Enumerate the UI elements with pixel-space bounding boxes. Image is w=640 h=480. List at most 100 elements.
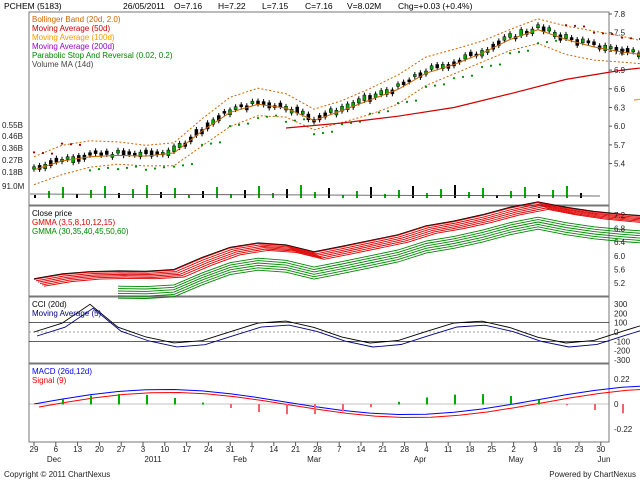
cci-tick-label: 100 xyxy=(614,319,628,328)
macd-tick-label: 0 xyxy=(614,400,619,409)
macd-histogram-bar xyxy=(622,404,624,414)
candle-body xyxy=(172,145,176,152)
macd-histogram-bar xyxy=(482,394,484,405)
candle-body xyxy=(233,106,238,110)
sar-dot xyxy=(200,143,204,146)
candle-body xyxy=(211,119,215,125)
sar-dot xyxy=(592,31,596,34)
volume-bar xyxy=(440,189,442,198)
price-legend-item: Moving Average (100d) xyxy=(32,33,115,42)
candle-body xyxy=(250,100,255,104)
volume-bar xyxy=(342,195,344,198)
macd-plot-layer xyxy=(29,385,640,419)
x-tick-label: 4 xyxy=(424,445,429,454)
price-tick-label: 5.4 xyxy=(614,160,626,169)
candle-body xyxy=(138,151,143,158)
candle-body xyxy=(362,94,367,101)
candle-body xyxy=(256,100,260,105)
price-tick-label: 7.2 xyxy=(614,47,626,56)
cci-tick-label: -200 xyxy=(614,347,631,356)
x-tick-label: 11 xyxy=(444,445,453,454)
price-plot-layer xyxy=(29,18,640,198)
sar-dot xyxy=(228,125,232,128)
volume-bar xyxy=(174,188,176,198)
gmma-long-line xyxy=(117,226,640,297)
candle-body xyxy=(121,150,126,157)
volume-bar xyxy=(34,195,36,198)
sar-dot xyxy=(545,40,549,44)
candle-body xyxy=(127,151,131,155)
gmma-close-line xyxy=(33,201,640,280)
header-symbol: PCHEM (5183) xyxy=(4,1,62,11)
candle-body xyxy=(217,115,221,122)
x-tick-label: 31 xyxy=(226,445,235,454)
sar-dot xyxy=(237,123,241,127)
macd-tick-label: -0.22 xyxy=(614,425,633,434)
sar-dot xyxy=(293,119,297,122)
x-month-label: Dec xyxy=(47,455,61,464)
sar-dot xyxy=(41,151,45,155)
sar-dot xyxy=(368,112,372,115)
sar-dot xyxy=(265,115,269,118)
gmma-long-line xyxy=(117,223,640,295)
candle-body xyxy=(385,89,389,95)
header-volume: V=8.02M xyxy=(347,1,381,11)
sar-dot xyxy=(349,121,353,125)
candle-body xyxy=(581,38,585,44)
sar-dot xyxy=(125,166,129,169)
candle-body xyxy=(222,111,227,114)
gmma-short-line xyxy=(33,202,640,280)
sar-dot xyxy=(433,84,437,87)
volume-bar xyxy=(356,191,358,198)
gmma-tick-label: 6.8 xyxy=(614,225,626,234)
candle-body xyxy=(88,152,92,156)
volume-bar xyxy=(468,192,470,198)
candle-body xyxy=(502,36,507,41)
bollinger-middle xyxy=(33,29,640,171)
macd-histogram-bar xyxy=(62,399,64,405)
sar-dot xyxy=(554,39,558,42)
candle-body xyxy=(592,41,596,45)
gmma-tick-label: 6.4 xyxy=(614,238,626,247)
candle-body xyxy=(401,81,406,86)
x-tick-label: 14 xyxy=(357,445,366,454)
macd-histogram-bar xyxy=(398,401,400,405)
volume-bar xyxy=(454,185,456,198)
cci-tick-label: 300 xyxy=(614,300,628,309)
price-legend-item: Bollinger Band (20d, 2.0) xyxy=(32,15,121,24)
candle-body xyxy=(396,83,400,87)
sar-dot xyxy=(340,123,344,126)
price-tick-label: 6.6 xyxy=(614,85,626,94)
sar-dot xyxy=(480,65,484,69)
price-tick-label: 7.8 xyxy=(614,10,626,19)
volume-bar xyxy=(188,195,190,198)
sar-dot xyxy=(88,169,92,172)
gmma-short-line xyxy=(43,208,640,287)
candle-body xyxy=(301,110,305,115)
x-tick-label: 27 xyxy=(117,445,126,454)
candle-body xyxy=(469,51,473,56)
candle-body xyxy=(536,24,540,29)
macd-histogram-bar xyxy=(510,396,512,405)
sar-dot xyxy=(461,75,465,79)
gmma-legend-item: Close price xyxy=(32,209,73,218)
sar-dot xyxy=(620,36,624,39)
volume-bar xyxy=(300,185,302,198)
volume-tick-label: 91.0M xyxy=(2,182,25,191)
candle-body xyxy=(603,44,607,51)
sar-dot xyxy=(396,102,400,105)
volume-bar xyxy=(384,194,386,198)
macd-legend-item: MACD (26d,12d) xyxy=(32,367,92,376)
gmma-tick-label: 5.2 xyxy=(614,279,626,288)
header-date: 26/05/2011 xyxy=(123,1,165,11)
candle-body xyxy=(54,157,59,163)
sar-dot xyxy=(284,120,288,123)
volume-tick-label: 0.55B xyxy=(2,121,23,130)
cci-plot-layer xyxy=(29,303,640,348)
sar-dot xyxy=(424,85,428,88)
sar-dot xyxy=(32,151,36,154)
volume-bar xyxy=(398,190,400,198)
gmma-legend-item: GMMA (3,5,8,10,12,15) xyxy=(32,218,115,227)
candle-body xyxy=(93,150,98,154)
